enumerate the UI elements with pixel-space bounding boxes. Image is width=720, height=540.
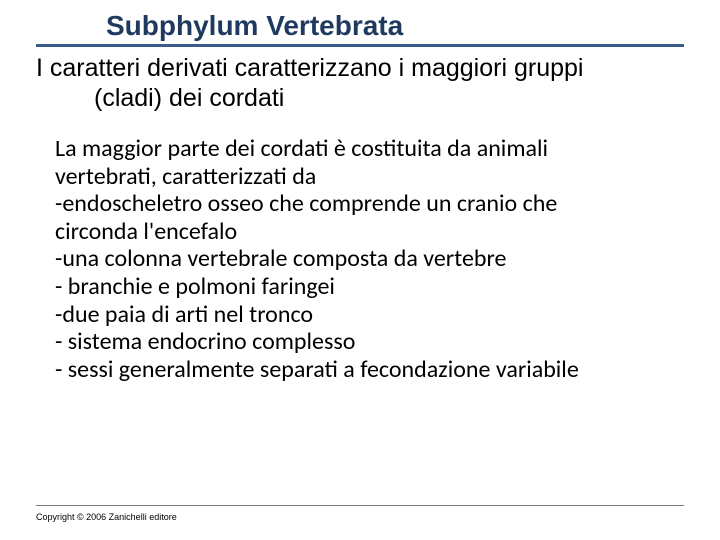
footer-rule <box>36 505 684 506</box>
copyright-text: Copyright © 2006 Zanichelli editore <box>36 512 177 522</box>
title-underline <box>36 44 684 47</box>
body-line: - branchie e polmoni faringei <box>55 273 680 301</box>
slide: Subphylum Vertebrata I caratteri derivat… <box>0 0 720 540</box>
subtitle-line-2: (cladi) dei cordati <box>36 84 284 112</box>
slide-subtitle: I caratteri derivati caratterizzano i ma… <box>0 53 720 113</box>
subtitle-line-1: I caratteri derivati caratterizzano i ma… <box>36 54 583 82</box>
body-line: vertebrati, caratterizzati da <box>55 163 680 191</box>
body-line: -endoscheletro osseo che comprende un cr… <box>55 190 680 218</box>
slide-body: La maggior parte dei cordati è costituit… <box>0 113 720 383</box>
body-line: -due paia di arti nel tronco <box>55 301 680 329</box>
body-line: - sessi generalmente separati a fecondaz… <box>55 356 680 384</box>
body-line: circonda l'encefalo <box>55 218 680 246</box>
body-line: -una colonna vertebrale composta da vert… <box>55 245 680 273</box>
body-line: La maggior parte dei cordati è costituit… <box>55 135 680 163</box>
slide-title: Subphylum Vertebrata <box>0 10 720 44</box>
body-line: - sistema endocrino complesso <box>55 328 680 356</box>
